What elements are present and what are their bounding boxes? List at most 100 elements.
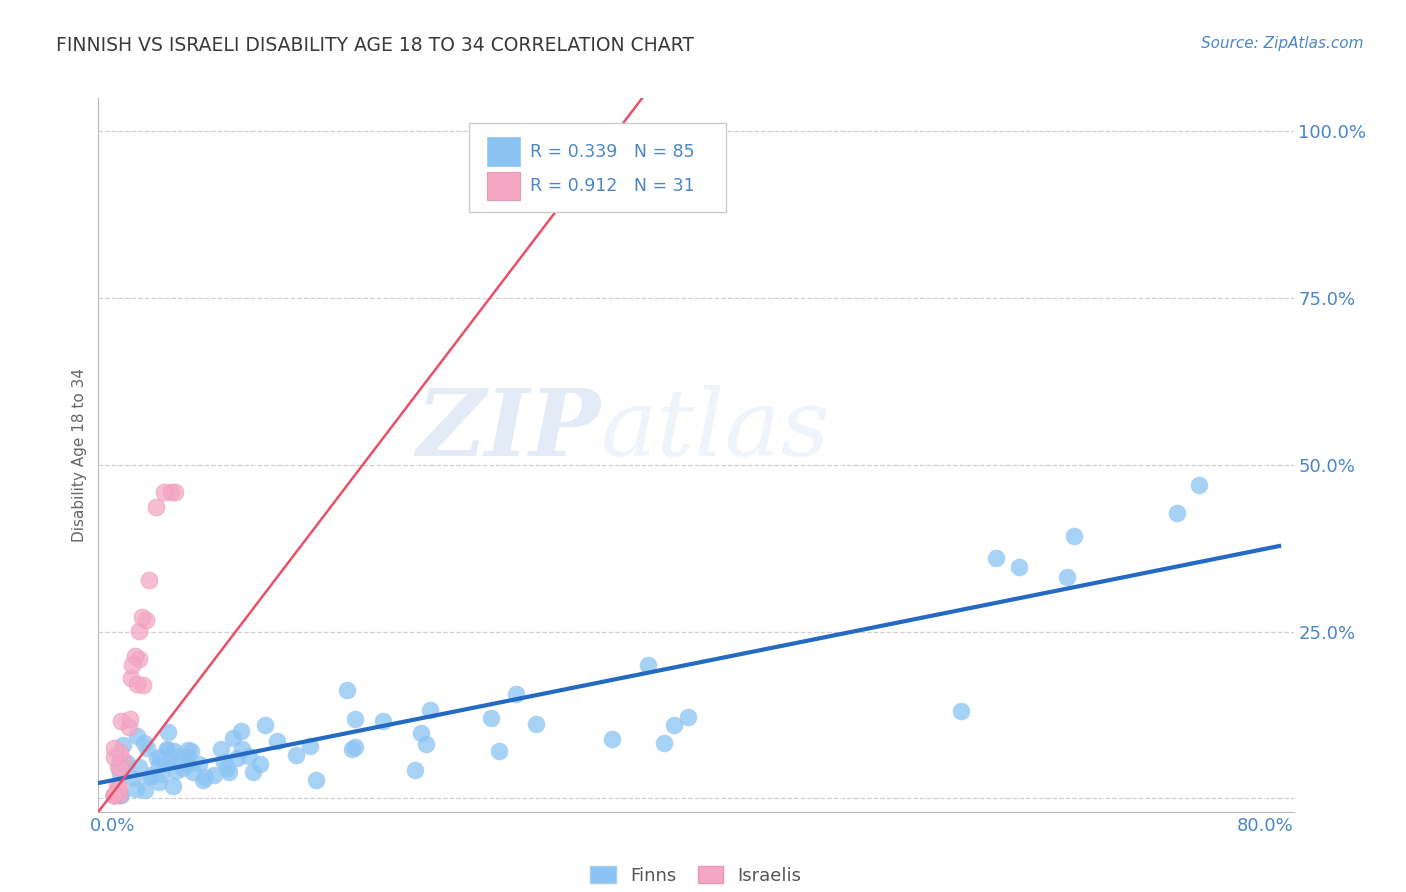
Point (218, 764, 240, 779)
Point (160, 750, 183, 764)
Point (676, 710, 699, 724)
Point (108, 788, 131, 802)
Point (172, 756, 194, 771)
Point (112, 753, 135, 767)
Point (118, 712, 141, 726)
Point (124, 648, 146, 663)
Point (340, 741, 363, 756)
Text: atlas: atlas (600, 385, 830, 475)
Y-axis label: Disability Age 18 to 34: Disability Age 18 to 34 (72, 368, 87, 542)
Point (299, 739, 322, 753)
Point (153, 484, 176, 499)
Point (187, 757, 209, 772)
Point (148, 774, 170, 789)
Point (526, 717, 548, 731)
Point (145, 750, 167, 764)
Point (652, 736, 675, 750)
Point (1187, 478, 1209, 492)
Point (162, 780, 184, 794)
Point (344, 739, 367, 754)
Point (128, 760, 150, 774)
Point (157, 725, 180, 739)
Point (285, 747, 308, 762)
Point (155, 743, 177, 757)
Point (139, 768, 162, 782)
Point (266, 734, 288, 748)
Point (118, 721, 141, 735)
Point (115, 756, 138, 771)
Point (103, 788, 125, 802)
Point (949, 704, 972, 718)
Legend: Finns, Israelis: Finns, Israelis (591, 866, 801, 885)
Point (371, 714, 394, 728)
Point (176, 742, 198, 756)
Point (162, 744, 184, 758)
Point (156, 741, 179, 756)
Point (108, 767, 131, 781)
Point (108, 780, 131, 795)
Point (176, 757, 198, 772)
Point (238, 748, 260, 763)
FancyBboxPatch shape (470, 123, 725, 212)
Point (157, 753, 180, 767)
Point (415, 737, 437, 751)
Point (108, 761, 131, 775)
Point (103, 749, 125, 764)
Point (343, 712, 366, 726)
Point (163, 752, 186, 766)
Point (107, 760, 129, 774)
Text: FINNISH VS ISRAELI DISABILITY AGE 18 TO 34 CORRELATION CHART: FINNISH VS ISRAELI DISABILITY AGE 18 TO … (56, 36, 695, 54)
Point (110, 745, 132, 759)
Point (108, 754, 131, 768)
Point (139, 770, 162, 784)
Point (131, 610, 153, 624)
Point (138, 573, 160, 587)
Point (134, 736, 156, 750)
Point (125, 676, 148, 690)
Point (110, 788, 132, 802)
Point (103, 788, 125, 802)
Point (1008, 560, 1031, 574)
Text: R = 0.339   N = 85: R = 0.339 N = 85 (530, 143, 695, 161)
Point (165, 764, 187, 778)
Point (160, 484, 183, 499)
Point (167, 749, 190, 764)
Point (120, 671, 142, 685)
Point (103, 788, 125, 802)
Point (110, 753, 132, 767)
Point (103, 741, 125, 756)
Point (110, 714, 132, 728)
Point (409, 726, 432, 740)
Point (336, 682, 359, 697)
Point (122, 772, 145, 786)
Point (111, 738, 134, 752)
Point (488, 744, 510, 758)
Point (128, 652, 150, 666)
Point (305, 772, 328, 787)
Point (105, 780, 128, 794)
Point (419, 703, 441, 717)
Point (108, 788, 131, 802)
Point (214, 755, 236, 769)
Point (177, 749, 200, 764)
Point (249, 757, 271, 772)
Point (505, 687, 527, 701)
Point (984, 551, 1007, 566)
Point (163, 484, 186, 499)
Point (479, 711, 502, 725)
Point (134, 783, 156, 797)
Point (145, 500, 167, 515)
Point (202, 768, 225, 782)
Point (103, 788, 125, 802)
Point (121, 658, 143, 673)
Point (128, 624, 150, 639)
FancyBboxPatch shape (486, 137, 520, 166)
Point (135, 613, 157, 627)
Point (149, 750, 172, 764)
Point (637, 657, 659, 672)
Point (209, 741, 232, 756)
Point (148, 757, 170, 772)
Text: Source: ZipAtlas.com: Source: ZipAtlas.com (1201, 36, 1364, 51)
Point (194, 770, 217, 784)
Text: ZIP: ZIP (416, 385, 600, 475)
